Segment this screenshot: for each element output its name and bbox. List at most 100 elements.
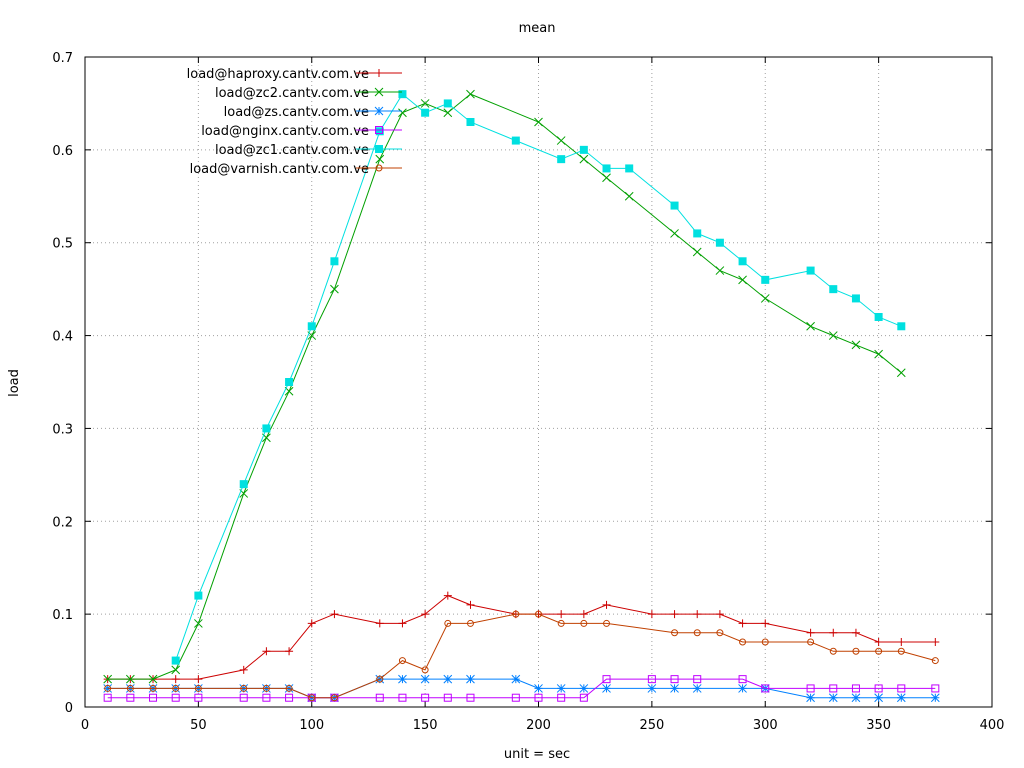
data-point <box>931 638 940 646</box>
y-tick-label: 0.4 <box>52 330 73 345</box>
x-tick-label: 400 <box>980 718 1005 733</box>
data-point <box>534 684 543 693</box>
data-point <box>806 266 815 275</box>
data-point <box>670 229 679 238</box>
data-point <box>171 675 180 684</box>
data-point <box>307 619 316 628</box>
data-point <box>828 331 838 340</box>
data-point <box>376 675 384 683</box>
data-point <box>194 675 203 684</box>
data-point <box>874 313 883 321</box>
series-load-zc1-cantv-com-ve <box>171 90 906 665</box>
data-point <box>602 173 611 183</box>
data-point <box>285 684 293 692</box>
data-point <box>534 117 543 127</box>
y-tick-label: 0.7 <box>52 51 73 66</box>
data-point <box>693 675 702 684</box>
data-point <box>398 108 407 118</box>
data-point <box>557 619 565 627</box>
x-tick-label: 300 <box>753 718 778 733</box>
data-point <box>851 693 861 703</box>
data-point <box>851 294 860 303</box>
x-tick-label: 100 <box>299 718 324 733</box>
data-point <box>466 674 475 684</box>
data-point <box>125 674 135 684</box>
data-point <box>171 656 180 665</box>
data-point <box>535 610 542 618</box>
legend-label: load@nginx.cantv.com.ve <box>201 124 369 139</box>
data-point <box>761 684 770 693</box>
legend-label: load@varnish.cantv.com.ve <box>190 162 369 177</box>
data-point <box>262 424 271 433</box>
data-point <box>852 647 860 655</box>
data-point <box>806 684 815 693</box>
data-point <box>330 610 339 619</box>
data-point <box>739 638 747 646</box>
y-tick-label: 0.1 <box>52 608 73 623</box>
x-tick-label: 350 <box>866 718 891 733</box>
data-point <box>692 684 702 693</box>
series-line <box>107 678 936 699</box>
legend-entry: load@zs.cantv.com.ve <box>224 105 402 120</box>
data-point <box>603 619 611 627</box>
data-point <box>171 665 181 675</box>
data-point <box>602 684 611 693</box>
data-point <box>602 600 611 609</box>
data-point <box>556 684 566 693</box>
data-point <box>647 610 656 619</box>
data-point <box>398 619 407 628</box>
data-point <box>670 684 679 693</box>
data-point <box>443 591 452 600</box>
data-point <box>398 674 407 684</box>
data-point <box>149 684 157 692</box>
data-point <box>375 693 384 702</box>
x-tick-label: 50 <box>190 718 207 733</box>
series-load-zs-cantv-com-ve <box>103 674 940 703</box>
data-point <box>557 155 566 164</box>
y-tick-label: 0.6 <box>52 144 73 159</box>
legend-label: load@zs.cantv.com.ve <box>224 105 369 120</box>
data-point <box>647 684 657 693</box>
data-point <box>579 154 589 164</box>
data-point <box>285 378 294 386</box>
legend-marker <box>375 69 383 77</box>
data-point <box>194 591 203 600</box>
x-axis-label: unit = sec <box>504 747 570 762</box>
data-point <box>715 266 725 275</box>
data-point <box>829 647 837 655</box>
y-tick-label: 0 <box>65 701 73 716</box>
data-point <box>557 693 566 702</box>
data-point <box>511 693 520 702</box>
data-point <box>851 340 861 350</box>
data-point <box>897 322 906 331</box>
x-tick-label: 250 <box>639 718 664 733</box>
data-point <box>466 600 475 609</box>
y-axis-label: load <box>7 369 22 397</box>
legend-marker <box>375 145 383 153</box>
data-point <box>511 674 521 684</box>
data-point <box>738 257 747 266</box>
data-point <box>421 693 430 702</box>
data-point <box>285 693 294 702</box>
data-point <box>126 693 135 702</box>
data-point <box>693 229 702 238</box>
data-point <box>466 89 475 99</box>
data-point <box>375 619 384 628</box>
data-point <box>239 693 248 702</box>
data-point <box>829 684 838 693</box>
y-tick-label: 0.2 <box>52 515 73 530</box>
x-tick-label: 150 <box>413 718 438 733</box>
data-point <box>738 684 747 693</box>
data-point <box>760 294 770 303</box>
legend-marker <box>375 126 383 134</box>
data-point <box>693 629 701 637</box>
data-point <box>761 638 769 646</box>
data-point <box>126 684 134 692</box>
data-point <box>511 136 520 145</box>
data-point <box>398 657 406 665</box>
data-point <box>443 674 453 684</box>
data-point <box>421 108 430 117</box>
data-point <box>375 127 384 136</box>
plot-frame <box>84 56 993 708</box>
